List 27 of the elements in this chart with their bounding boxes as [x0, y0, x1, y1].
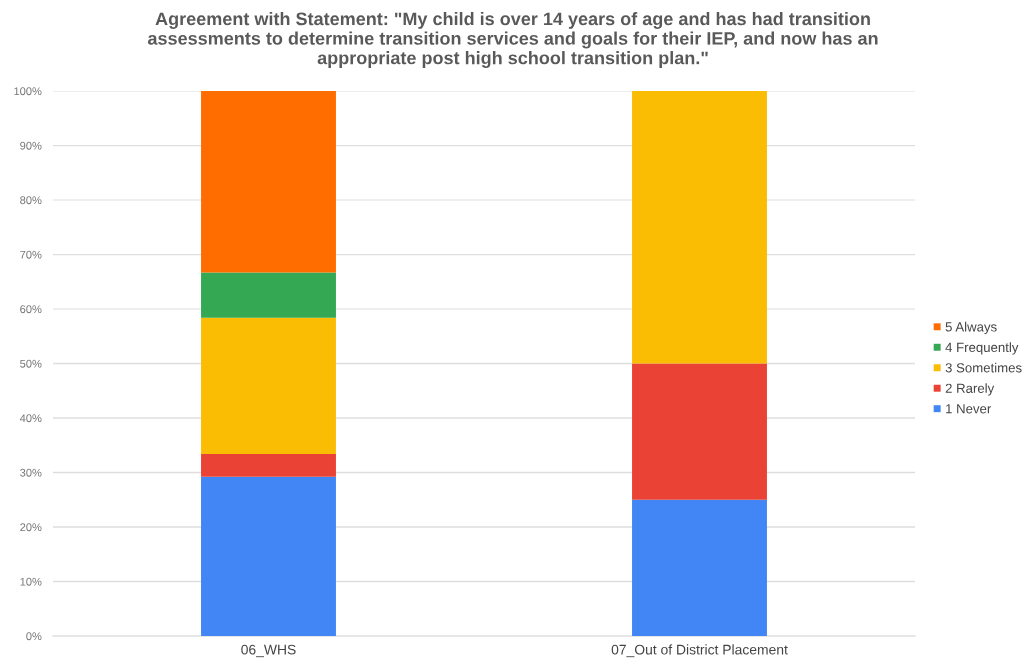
y-tick-label: 40% [19, 414, 42, 423]
y-tick-label: 100% [14, 87, 42, 96]
bar [201, 453, 336, 477]
y-tick-label: 70% [20, 250, 42, 259]
y-tick-label: 10% [20, 577, 42, 586]
chart-title: Agreement with Statement: "My child is over 14 years of age and has had transition assessments to determine transition services and goals for their IEP, and now has an appropriate post high school transition plan." [147, 12, 878, 68]
legend-label: 2 Rarely [945, 383, 995, 396]
y-tick-label: 60% [20, 305, 42, 314]
legend-label: 1 Never [946, 404, 992, 414]
bar [632, 363, 767, 500]
x-tick-label: 07_Out of District Placement [611, 644, 788, 658]
legend-label: 4 Frequently [945, 342, 1019, 355]
y-tick-label: 80% [20, 196, 42, 205]
legend-label: 5 Always [945, 321, 997, 335]
y-tick-label: 90% [20, 141, 42, 150]
y-tick-label: 50% [20, 359, 42, 368]
bar [632, 91, 767, 364]
y-tick-label: 20% [20, 523, 42, 532]
bar [201, 317, 336, 454]
bar [201, 91, 336, 273]
bar [201, 272, 336, 318]
legend-label: 3 Sometimes [945, 362, 1022, 373]
y-tick-label: 0% [26, 632, 42, 641]
x-tick-label: 06_WHS [241, 644, 296, 658]
bar [632, 499, 767, 636]
y-tick-label: 30% [20, 468, 42, 477]
bar [201, 476, 336, 636]
